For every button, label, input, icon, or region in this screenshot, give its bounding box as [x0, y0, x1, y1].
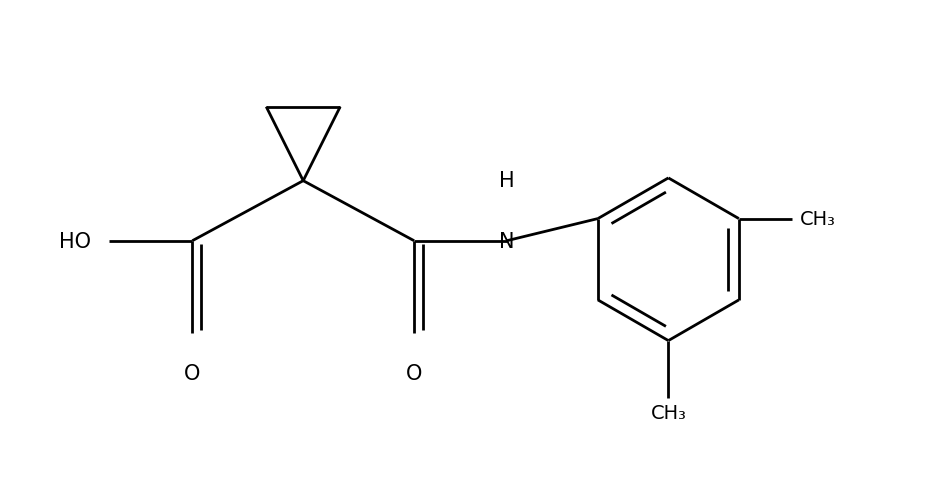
Text: O: O: [406, 363, 422, 383]
Text: N: N: [498, 231, 514, 252]
Text: CH₃: CH₃: [650, 403, 686, 422]
Text: H: H: [498, 170, 514, 190]
Text: CH₃: CH₃: [800, 209, 836, 228]
Text: HO: HO: [59, 231, 90, 252]
Text: O: O: [184, 363, 201, 383]
